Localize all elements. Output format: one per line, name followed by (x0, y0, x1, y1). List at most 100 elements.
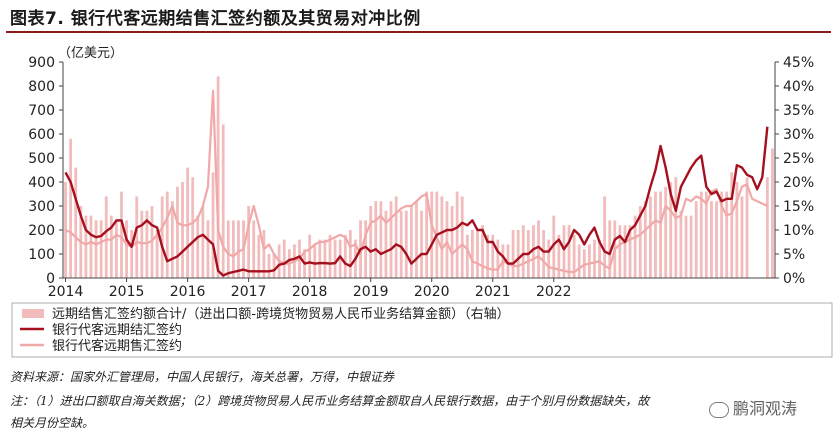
bar (633, 215, 637, 278)
bar (308, 234, 312, 278)
y-right-tick-label: 35% (783, 103, 814, 119)
y-right-tick-label: 40% (783, 79, 814, 95)
bar (689, 215, 693, 278)
bar (84, 215, 88, 278)
bar (165, 191, 169, 278)
bar (593, 239, 596, 278)
bar (282, 239, 286, 278)
x-tick-label: 2018 (292, 284, 328, 300)
bar (99, 220, 103, 278)
bar (69, 138, 73, 278)
y-left-tick-label: 500 (28, 151, 55, 167)
bar (471, 230, 474, 278)
bar (445, 201, 449, 278)
bar (89, 215, 93, 278)
bar (654, 191, 657, 278)
y-right-tick-label: 45% (783, 55, 814, 71)
x-tick-label: 2015 (109, 284, 145, 300)
watermark-text: 鹏洞观涛 (732, 399, 797, 418)
x-tick-label: 2022 (536, 284, 572, 300)
bar (669, 182, 673, 278)
bar (369, 206, 373, 278)
y-left-tick-label: 300 (28, 199, 55, 215)
bar (252, 220, 256, 278)
bar (496, 239, 500, 278)
bar (109, 215, 113, 278)
bar (542, 230, 545, 278)
bar (679, 210, 683, 278)
bar (577, 244, 581, 278)
bar (572, 234, 576, 278)
bar (765, 177, 769, 278)
x-tick-label: 2014 (48, 284, 84, 300)
y-left-tick-label: 600 (28, 127, 55, 143)
y-left-tick-label: 400 (28, 175, 55, 191)
bar (231, 220, 235, 278)
legend-swatch-bars (22, 309, 44, 318)
bar (450, 206, 454, 278)
bar (226, 220, 230, 278)
bar (628, 225, 632, 278)
bar (221, 124, 225, 279)
bar (364, 220, 367, 278)
bar (643, 201, 647, 278)
x-tick-label: 2021 (475, 284, 511, 300)
x-tick-label: 2020 (414, 284, 450, 300)
x-tick-label: 2017 (231, 284, 267, 300)
bar (521, 225, 525, 278)
bar (440, 196, 444, 278)
bar (430, 191, 434, 278)
bar (145, 210, 149, 278)
y-left-tick-label: 100 (28, 247, 55, 263)
bar (313, 244, 317, 278)
y-right-tick-label: 25% (783, 151, 814, 167)
y-left-tick-label: 900 (28, 55, 55, 71)
footnote-line1: 注：（1）进出口额取自海关数据；（2）跨境货物贸易人民币业务结算金额取自人民银行… (10, 394, 650, 408)
bar (155, 230, 159, 278)
bar (415, 201, 418, 278)
bar (506, 244, 510, 278)
bar (486, 234, 490, 278)
bar (516, 230, 520, 278)
bar (333, 239, 337, 278)
bar (343, 234, 347, 278)
y-right-tick-label: 0% (783, 271, 805, 287)
bar (379, 201, 383, 278)
bar (465, 234, 469, 278)
bar (455, 191, 459, 278)
bar (394, 196, 398, 278)
bar (725, 191, 729, 278)
bar (567, 225, 571, 278)
bar (649, 196, 652, 278)
bar (191, 177, 195, 278)
bar (557, 234, 561, 278)
lines-layer (64, 89, 769, 277)
bar (532, 225, 535, 278)
bar (389, 201, 393, 278)
bar (420, 210, 423, 278)
bar (491, 234, 495, 278)
bar (745, 177, 749, 278)
bar (699, 191, 703, 278)
bar (511, 230, 515, 278)
bar (425, 191, 429, 278)
bar (104, 196, 108, 278)
bar (170, 201, 174, 278)
bar (460, 196, 464, 278)
bar (771, 148, 774, 278)
y-left-tick-label: 800 (28, 79, 55, 95)
bar (348, 230, 352, 278)
bar (399, 210, 403, 278)
y-right-tick-label: 5% (783, 247, 805, 263)
bar (125, 220, 128, 278)
bar (74, 167, 78, 278)
bar (664, 186, 668, 278)
bar (623, 225, 627, 278)
bar (704, 191, 708, 278)
legend-label-bars: 远期结售汇签约额合计/（进出口额-跨境货物贸易人民币业务结算金额）（右轴） (52, 306, 510, 322)
legend-label-shou: 银行代客远期售汇签约 (52, 338, 182, 354)
wechat-icon (708, 401, 729, 418)
bar (176, 186, 179, 278)
y-right-tick-label: 10% (783, 223, 814, 239)
